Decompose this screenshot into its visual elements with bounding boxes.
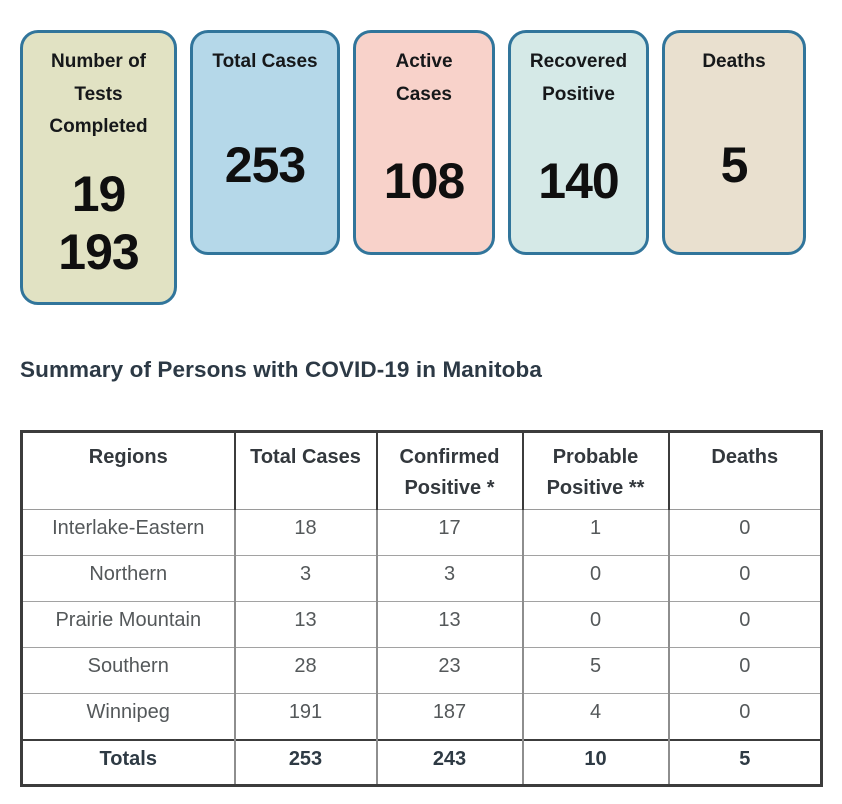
cell-confirmed-totals: 243 (375, 738, 524, 786)
cell-deaths-totals: 5 (667, 738, 823, 786)
header-regions: Regions (20, 431, 236, 510)
cell-total: 18 (233, 509, 378, 556)
cell-deaths: 0 (667, 509, 823, 556)
stat-card-active-cases: Active Cases 108 (353, 30, 495, 255)
stat-card-deaths: Deaths 5 (662, 30, 806, 255)
cell-probable: 5 (521, 647, 670, 694)
stat-card-value: 140 (538, 153, 619, 210)
table-row-interlake-eastern: Interlake-Eastern 18 17 1 0 (20, 509, 823, 556)
table-header-row: Regions Total Cases Confirmed Positive *… (20, 431, 823, 510)
stat-card-value: 108 (383, 153, 465, 210)
stat-card-value: 253 (224, 137, 306, 194)
section-title: Summary of Persons with COVID-19 in Mani… (20, 357, 542, 382)
cell-region-totals: Totals (20, 738, 236, 786)
covid-dashboard-page: Number of Tests Completed 19 193 Total C… (20, 30, 842, 787)
cell-deaths: 0 (667, 647, 823, 694)
cell-total: 191 (233, 693, 378, 740)
stat-card-value: 5 (720, 137, 749, 194)
table-row-prairie-mountain: Prairie Mountain 13 13 0 0 (20, 601, 823, 648)
stat-card-total-cases: Total Cases 253 (190, 30, 340, 255)
table-row-winnipeg: Winnipeg 191 187 4 0 (20, 693, 823, 740)
header-probable-positive: Probable Positive ** (521, 431, 670, 510)
cell-confirmed: 3 (375, 555, 524, 602)
stat-card-label: Active Cases (395, 51, 453, 105)
cell-total: 13 (233, 601, 378, 648)
header-deaths: Deaths (667, 431, 823, 510)
cell-region: Winnipeg (20, 693, 236, 740)
cell-region: Northern (20, 555, 236, 602)
cell-total-totals: 253 (233, 738, 378, 786)
summary-cards-row: Number of Tests Completed 19 193 Total C… (20, 30, 842, 305)
cell-probable-totals: 10 (521, 738, 670, 786)
table-row-northern: Northern 3 3 0 0 (20, 555, 823, 602)
table-row-southern: Southern 28 23 5 0 (20, 647, 823, 694)
cell-probable: 0 (521, 601, 670, 648)
cell-total: 28 (233, 647, 378, 694)
cell-confirmed: 17 (375, 509, 524, 556)
cell-probable: 1 (521, 509, 670, 556)
stat-card-label: Total Cases (212, 51, 318, 72)
stat-card-label: Number of Tests Completed (49, 51, 148, 138)
table-row-totals: Totals 253 243 10 5 (20, 738, 823, 786)
cell-deaths: 0 (667, 555, 823, 602)
stat-card-label: Deaths (702, 51, 766, 72)
cell-probable: 0 (521, 555, 670, 602)
stat-card-recovered-positive: Recovered Positive 140 (508, 30, 649, 255)
cell-region: Southern (20, 647, 236, 694)
header-total-cases: Total Cases (233, 431, 378, 510)
cell-total: 3 (233, 555, 378, 602)
stat-card-value: 19 193 (58, 165, 139, 281)
cell-confirmed: 23 (375, 647, 524, 694)
stat-card-tests-completed: Number of Tests Completed 19 193 (20, 30, 177, 305)
cell-region: Prairie Mountain (20, 601, 236, 648)
cell-deaths: 0 (667, 693, 823, 740)
cell-region: Interlake-Eastern (20, 509, 236, 556)
cell-confirmed: 13 (375, 601, 524, 648)
cell-probable: 4 (521, 693, 670, 740)
cell-confirmed: 187 (375, 693, 524, 740)
covid-region-table: Regions Total Cases Confirmed Positive *… (20, 430, 823, 787)
stat-card-label: Recovered Positive (529, 51, 628, 105)
header-confirmed-positive: Confirmed Positive * (375, 431, 524, 510)
cell-deaths: 0 (667, 601, 823, 648)
